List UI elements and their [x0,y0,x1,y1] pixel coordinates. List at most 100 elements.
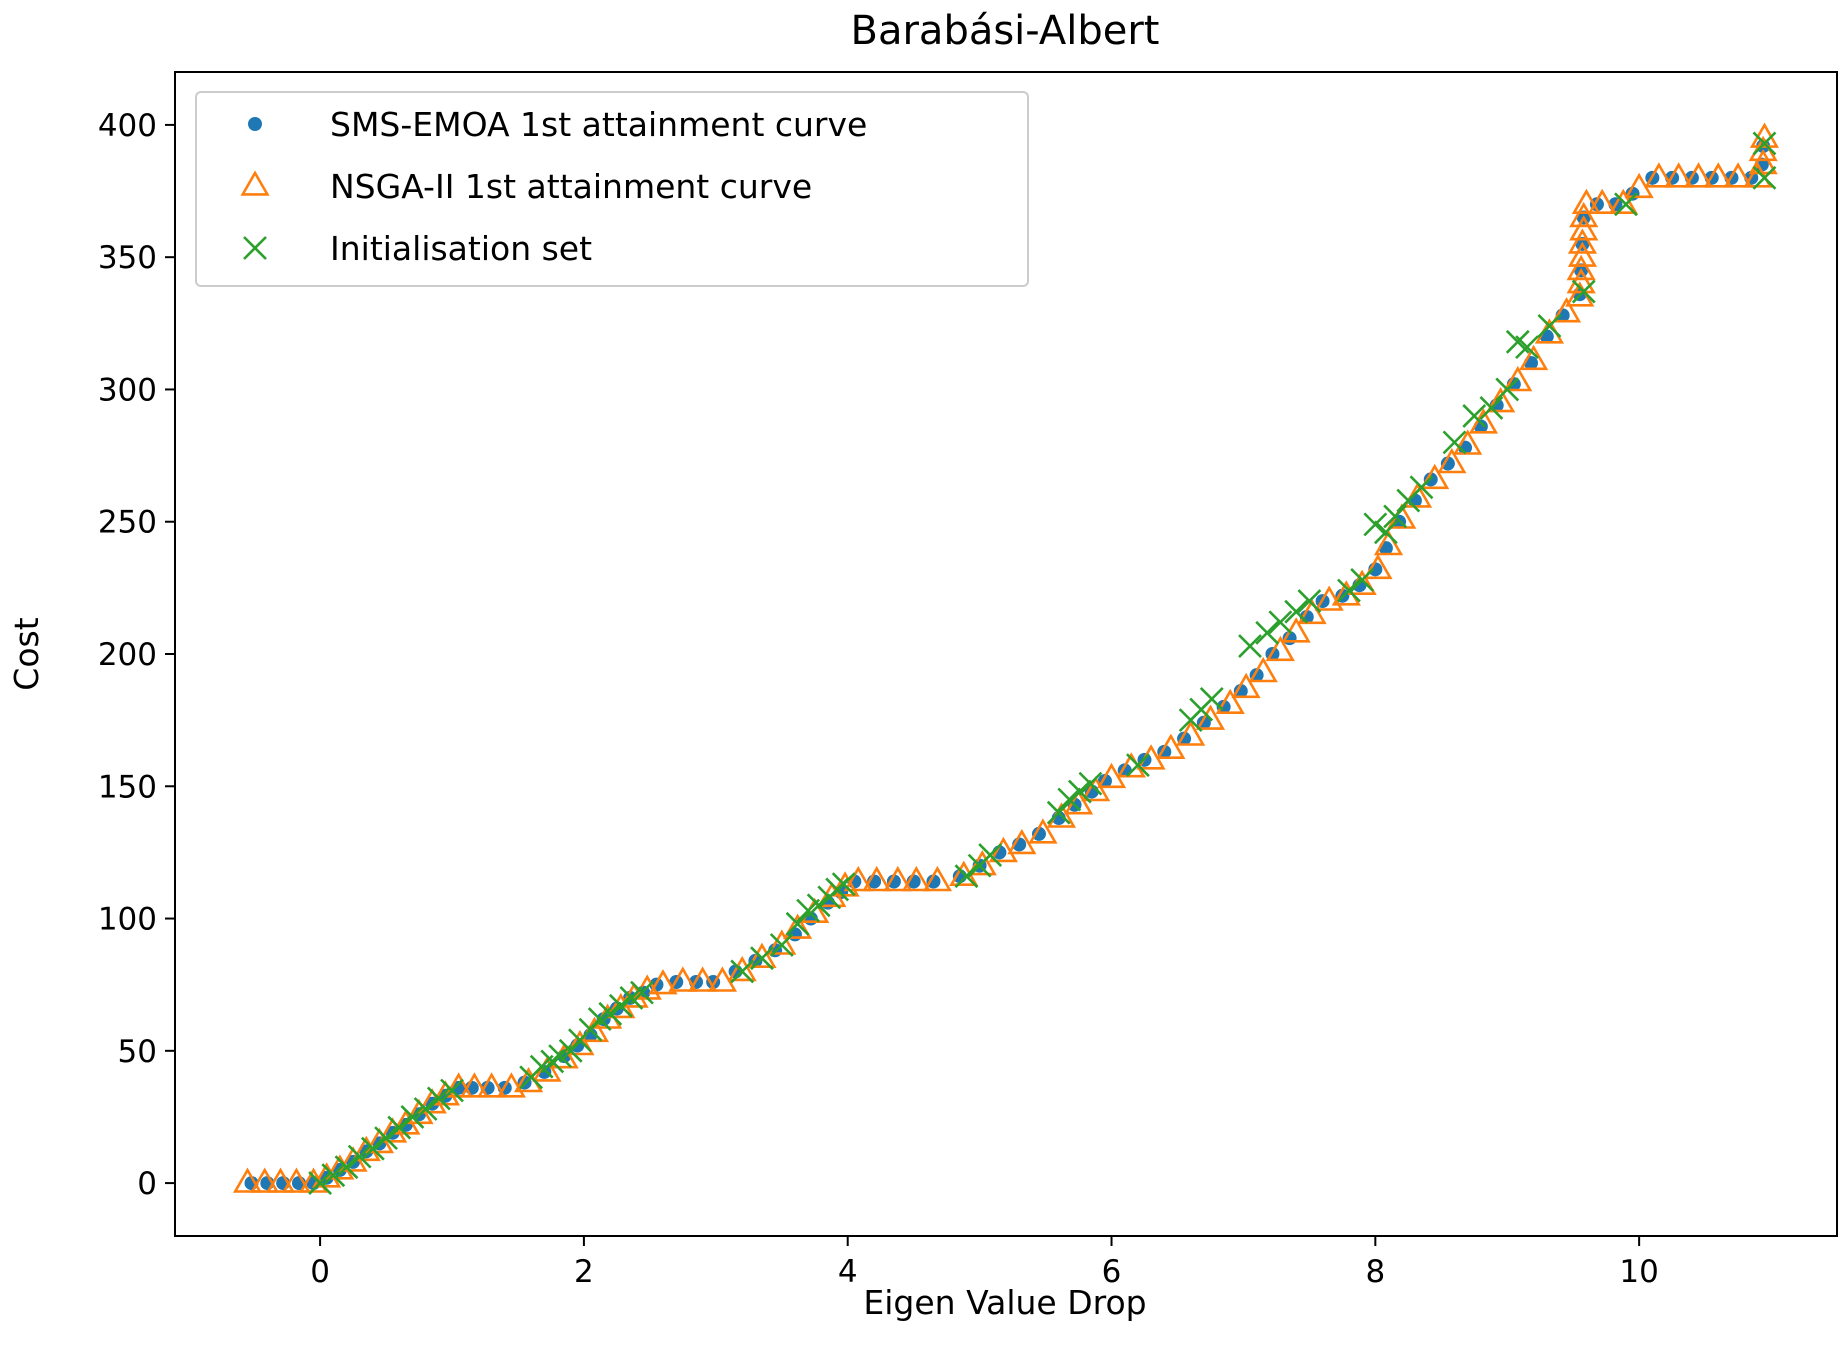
y-tick-label: 0 [137,1166,157,1202]
data-point [496,1072,526,1098]
data-point [978,843,1003,867]
data-point [1566,254,1596,281]
data-point [281,1167,311,1193]
data-point [1614,192,1638,217]
legend-label: NSGA-II 1st attainment curve [330,167,812,206]
data-point [730,959,755,984]
data-point [1519,344,1549,371]
data-point [1067,779,1092,804]
x-tick-label: 8 [1365,1254,1385,1290]
data-point [806,893,831,918]
data-point [1007,828,1037,855]
data-point [747,942,777,969]
x-tick-label: 0 [310,1254,330,1290]
data-point [378,1117,408,1143]
data-point [1248,656,1278,683]
x-axis-label: Eigen Value Drop [863,1283,1146,1322]
data-point [901,865,931,892]
legend-marker [240,170,270,196]
data-point [1284,599,1309,624]
data-point [1515,335,1539,360]
data-point [1748,148,1778,175]
series-3 [308,131,1777,1196]
data-point [1587,188,1617,214]
data-point [1743,162,1773,188]
data-point [565,1029,595,1056]
y-tick-label: 100 [98,902,157,938]
y-axis-label: Cost [7,617,46,690]
data-point [630,980,654,1005]
data-point [785,911,810,936]
data-point [374,1126,398,1151]
data-point [1199,687,1224,711]
y-tick-label: 350 [98,240,157,276]
data-point [308,1171,333,1196]
data-point [1462,403,1487,428]
data-point [1081,775,1111,802]
data-point [1409,475,1434,500]
data-point [1373,529,1404,556]
chart-title: Barabási-Albert [851,8,1160,54]
data-point [1503,365,1533,392]
data-point [265,1167,296,1193]
y-tick-label: 200 [98,637,157,673]
data-point [1363,553,1393,580]
x-tick-label: 10 [1619,1254,1658,1290]
data-point [668,966,698,992]
data-point [1453,429,1483,455]
data-point [1337,578,1361,603]
data-point [1046,800,1071,825]
y-axis-ticks: 0 50 100 150 200 250 300 350 400 [98,108,175,1202]
x-tick-label: 4 [838,1254,858,1290]
data-point [387,1115,412,1140]
data-point [688,966,718,992]
data-point [1363,512,1388,537]
y-tick-label: 150 [98,769,157,805]
data-point [1265,635,1295,662]
data-point [727,955,757,982]
data-point [1383,504,1408,529]
data-point [400,1105,425,1129]
data-point [1752,165,1777,190]
data-point [750,946,774,971]
data-point [988,836,1018,863]
data-point [1551,297,1582,323]
data-point [1752,131,1777,156]
data-point [1569,215,1599,241]
data-point [1567,241,1598,267]
data-point [862,865,892,892]
data-point [769,933,794,957]
data-point [440,1078,464,1103]
data-point [831,872,856,897]
data-point [883,865,913,892]
data-point [843,865,873,892]
data-point [1440,456,1455,471]
legend-item: Initialisation set [243,229,592,268]
data-point [608,993,633,1018]
x-tick-label: 6 [1102,1254,1122,1290]
data-point [1537,314,1562,338]
x-axis-ticks: 0 2 4 6 8 10 [310,1236,1659,1290]
data-point [1567,228,1598,254]
legend-item: SMS-EMOA 1st attainment curve [248,105,867,144]
data-point [648,969,678,995]
y-tick-label: 50 [118,1034,157,1070]
data-point [1238,634,1262,658]
data-point [1031,826,1046,841]
legend: SMS-EMOA 1st attainment curve NSGA-II 1st… [195,91,1029,287]
data-point [1723,162,1753,188]
data-point [830,871,860,897]
data-point [598,1001,623,1026]
data-point [426,1086,451,1111]
data-point [1373,520,1398,545]
y-tick-label: 400 [98,108,157,144]
data-point [532,1056,562,1082]
data-point [334,1155,359,1180]
y-tick-label: 300 [98,372,157,408]
data-point [1057,787,1082,812]
data-point [1486,387,1516,413]
data-point [1644,162,1674,188]
data-point [1233,684,1248,699]
data-point [459,1072,490,1098]
